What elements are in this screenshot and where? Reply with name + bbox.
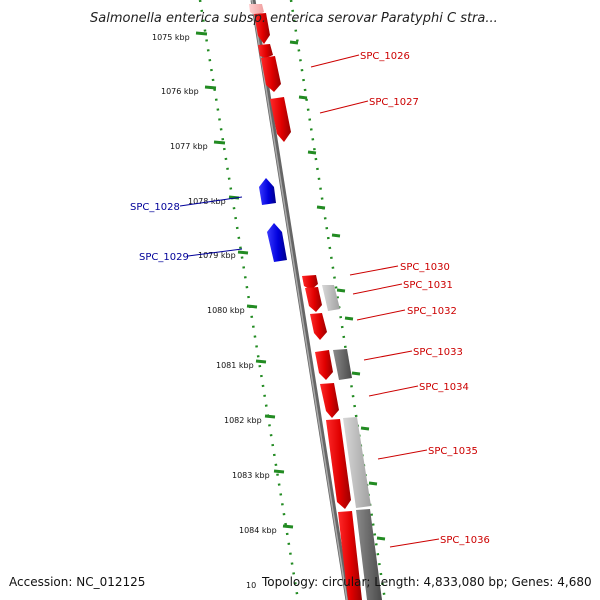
gene-features	[249, 4, 382, 600]
tick-label: 1078 kbp	[188, 197, 226, 206]
gene-arrow-spc-1026a[interactable]	[254, 13, 270, 44]
map-title: Salmonella enterica subsp. enterica sero…	[90, 11, 498, 26]
gene-label[interactable]: SPC_1026	[360, 51, 410, 62]
topology-text: Topology: circular; Length: 4,833,080 bp…	[261, 575, 592, 589]
tick-label: 10	[246, 581, 256, 590]
gene-box-darkgrey[interactable]	[333, 349, 352, 380]
gene-label[interactable]: SPC_1027	[369, 97, 419, 108]
gene-arrow-spc-1029[interactable]	[267, 223, 287, 262]
gene-label[interactable]: SPC_1029	[139, 252, 189, 263]
tick-mark	[273, 469, 285, 474]
gene-arrow-spc-1028[interactable]	[259, 178, 276, 205]
gene-label[interactable]: SPC_1033	[413, 347, 463, 358]
tick-mark	[237, 250, 249, 255]
gene-arrow-spc-1032[interactable]	[310, 313, 327, 340]
gene-arrow-spc-1034[interactable]	[320, 383, 339, 418]
tick-mark	[246, 304, 258, 309]
backbone	[250, 0, 351, 600]
tick-mark	[282, 524, 294, 529]
gene-label[interactable]: SPC_1032	[407, 306, 457, 317]
gene-arrow-spc-1026[interactable]	[261, 56, 281, 92]
outer-tick-group	[289, 40, 386, 541]
gene-box-darkgrey[interactable]	[356, 509, 382, 600]
gene-arrow-spc-1033[interactable]	[315, 350, 333, 380]
gene-label[interactable]: SPC_1028	[130, 202, 180, 213]
gene-arrow-spc-1031[interactable]	[305, 287, 322, 312]
tick-label: 1077 kbp	[170, 142, 208, 151]
tick-label: 1083 kbp	[232, 471, 270, 480]
tick-label: 1082 kbp	[224, 416, 262, 425]
tick-mark	[255, 359, 267, 364]
gene-arrow-spc-1030[interactable]	[302, 275, 318, 290]
tick-label: 1084 kbp	[239, 526, 277, 535]
outer-dotted-ring	[289, 0, 387, 600]
gene-arrow-spc-1036[interactable]	[338, 511, 362, 600]
tick-mark	[213, 140, 226, 145]
tick-mark	[195, 31, 208, 36]
tick-label: 1076 kbp	[161, 87, 199, 96]
tick-label: 1075 kbp	[152, 33, 190, 42]
label-connectors	[179, 54, 440, 548]
gene-label[interactable]: SPC_1030	[400, 262, 450, 273]
gene-label[interactable]: SPC_1034	[419, 382, 469, 393]
tick-group: 1075 kbp 1076 kbp 1077 kbp 1078 kbp 1079…	[152, 31, 294, 590]
gene-label[interactable]: SPC_1031	[403, 280, 453, 291]
tick-label: 1079 kbp	[198, 251, 236, 260]
tick-label: 1080 kbp	[207, 306, 245, 315]
gene-arrow[interactable]	[249, 4, 264, 16]
tick-label: 1081 kbp	[216, 361, 254, 370]
tick-mark	[264, 414, 276, 419]
gene-arrow-spc-1027[interactable]	[270, 97, 291, 142]
tick-mark	[204, 85, 217, 90]
gene-label[interactable]: SPC_1035	[428, 446, 478, 457]
gene-box-grey[interactable]	[322, 285, 340, 311]
gene-arrow-spc-1026b[interactable]	[258, 44, 273, 58]
gene-label[interactable]: SPC_1036	[440, 535, 490, 546]
gene-labels: SPC_1026 SPC_1027 SPC_1028 SPC_1029 SPC_…	[130, 51, 490, 546]
gene-box-grey[interactable]	[343, 417, 371, 508]
inner-dotted-ring	[198, 0, 300, 600]
gene-arrow-spc-1035[interactable]	[326, 419, 351, 509]
accession-text: Accession: NC_012125	[9, 575, 145, 589]
